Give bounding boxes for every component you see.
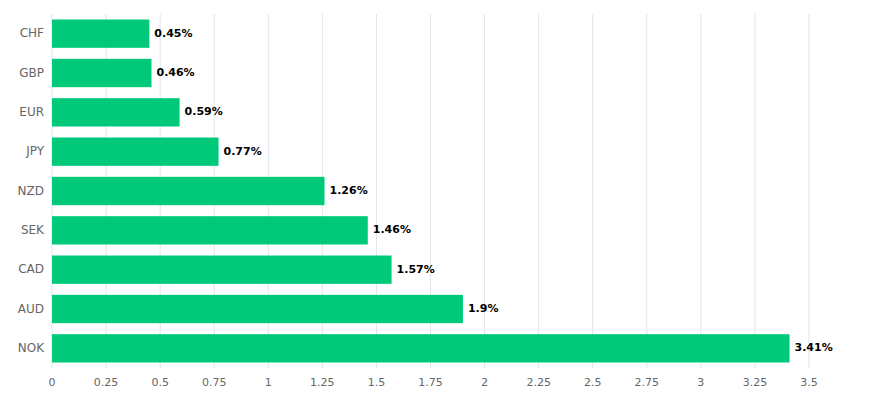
y-tick-label: GBP xyxy=(19,66,44,80)
bars xyxy=(52,20,790,363)
bar xyxy=(52,138,219,166)
bar xyxy=(52,59,151,87)
x-tick-label: 0.5 xyxy=(151,376,169,389)
grid-line xyxy=(754,14,755,368)
x-tick-label: 3 xyxy=(697,376,704,389)
grid-line xyxy=(592,14,593,368)
bar xyxy=(52,256,392,284)
data-label: 1.26% xyxy=(330,184,368,197)
data-label: 1.9% xyxy=(468,302,499,315)
chart-container: 0 0.25 0.5 0.75 1 1.25 1.5 1.75 2 2.25 2.5 2.75 3 3.2… xyxy=(0,0,871,400)
x-tick-label: 1.5 xyxy=(368,376,386,389)
x-tick-label: 3.5 xyxy=(800,376,818,389)
data-label: 1.57% xyxy=(397,263,435,276)
x-tick-label: 2.25 xyxy=(526,376,551,389)
x-tick-label: 1.75 xyxy=(418,376,443,389)
y-axis: NOK AUD CAD SEK NZD JPY EUR GBP CHF xyxy=(18,26,46,355)
y-tick-label: SEK xyxy=(21,223,45,237)
grid-line xyxy=(809,14,810,368)
x-tick-label: 1 xyxy=(265,376,272,389)
data-label: 3.41% xyxy=(795,341,833,354)
data-labels: 3.41% 1.9% 1.57% 1.46% 1.26% 0.77% 0.59% 0.46% 0… xyxy=(154,27,832,355)
data-label: 0.59% xyxy=(185,105,223,118)
y-tick-label: CHF xyxy=(20,26,44,40)
bar xyxy=(52,334,790,362)
bar xyxy=(52,216,368,244)
y-tick-label: JPY xyxy=(25,144,45,158)
data-label: 1.46% xyxy=(373,223,411,236)
data-label: 0.77% xyxy=(224,145,262,158)
grid xyxy=(52,14,809,368)
x-tick-label: 2.75 xyxy=(635,376,660,389)
y-tick-label: NZD xyxy=(18,184,44,198)
x-tick-label: 0 xyxy=(49,376,56,389)
x-tick-label: 3.25 xyxy=(743,376,768,389)
x-axis: 0 0.25 0.5 0.75 1 1.25 1.5 1.75 2 2.25 2.5 2.75 3 3.2… xyxy=(49,376,818,389)
x-tick-label: 0.75 xyxy=(202,376,227,389)
grid-line xyxy=(700,14,701,368)
bar xyxy=(52,295,463,323)
data-label: 0.45% xyxy=(154,27,192,40)
grid-line xyxy=(646,14,647,368)
grid-line xyxy=(538,14,539,368)
x-tick-label: 2 xyxy=(481,376,488,389)
x-tick-label: 0.25 xyxy=(94,376,119,389)
y-tick-label: NOK xyxy=(18,341,45,355)
x-tick-label: 2.5 xyxy=(584,376,602,389)
y-tick-label: CAD xyxy=(18,262,44,276)
x-tick-label: 1.25 xyxy=(310,376,335,389)
bar xyxy=(52,20,149,48)
bar xyxy=(52,177,325,205)
bar xyxy=(52,98,180,126)
chart-svg: 0 0.25 0.5 0.75 1 1.25 1.5 1.75 2 2.25 2.5 2.75 3 3.2… xyxy=(0,0,871,400)
data-label: 0.46% xyxy=(156,66,194,79)
y-tick-label: AUD xyxy=(18,302,44,316)
y-tick-label: EUR xyxy=(19,105,44,119)
